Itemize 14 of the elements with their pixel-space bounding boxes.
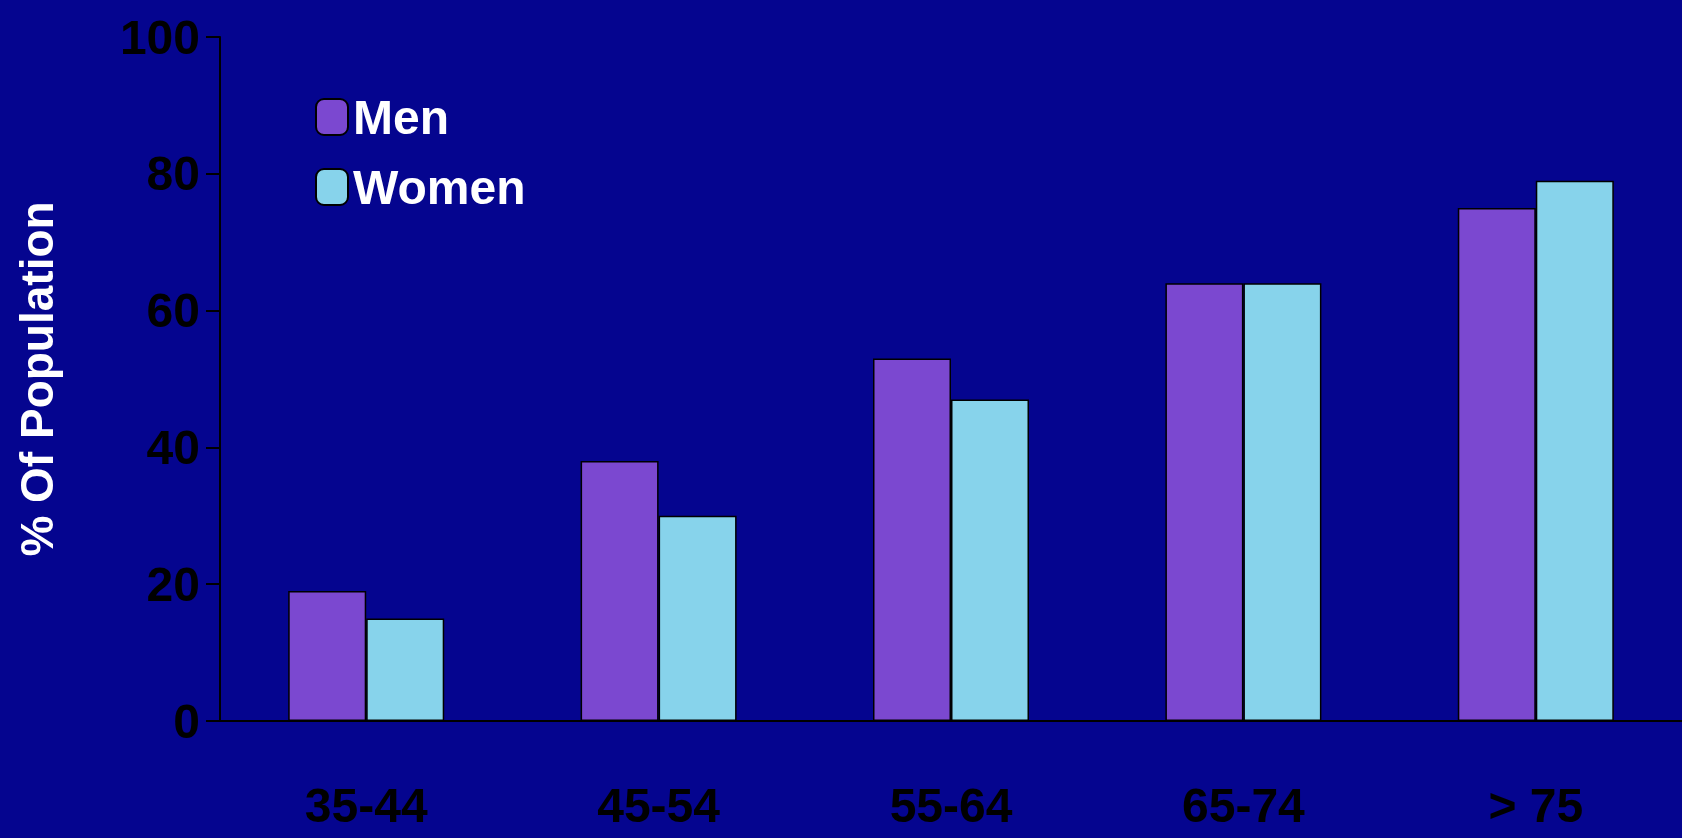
x-tick-label: 65-74 (1182, 778, 1306, 832)
y-axis-title: % Of Population (11, 201, 63, 557)
y-tick-label: 20 (146, 557, 200, 611)
x-tick-label: 55-64 (889, 778, 1013, 832)
legend-label: Women (353, 160, 526, 214)
legend-label: Men (353, 90, 449, 144)
y-tick-label: 60 (146, 284, 200, 338)
x-tick-label: > 75 (1488, 778, 1584, 832)
x-tick-label: 35-44 (304, 778, 428, 832)
y-tick-label: 100 (119, 10, 200, 64)
y-tick-label: 80 (146, 147, 200, 201)
y-tick-label: 40 (146, 420, 200, 474)
x-tick-label: 45-54 (597, 778, 721, 832)
y-tick-label: 0 (173, 694, 200, 748)
